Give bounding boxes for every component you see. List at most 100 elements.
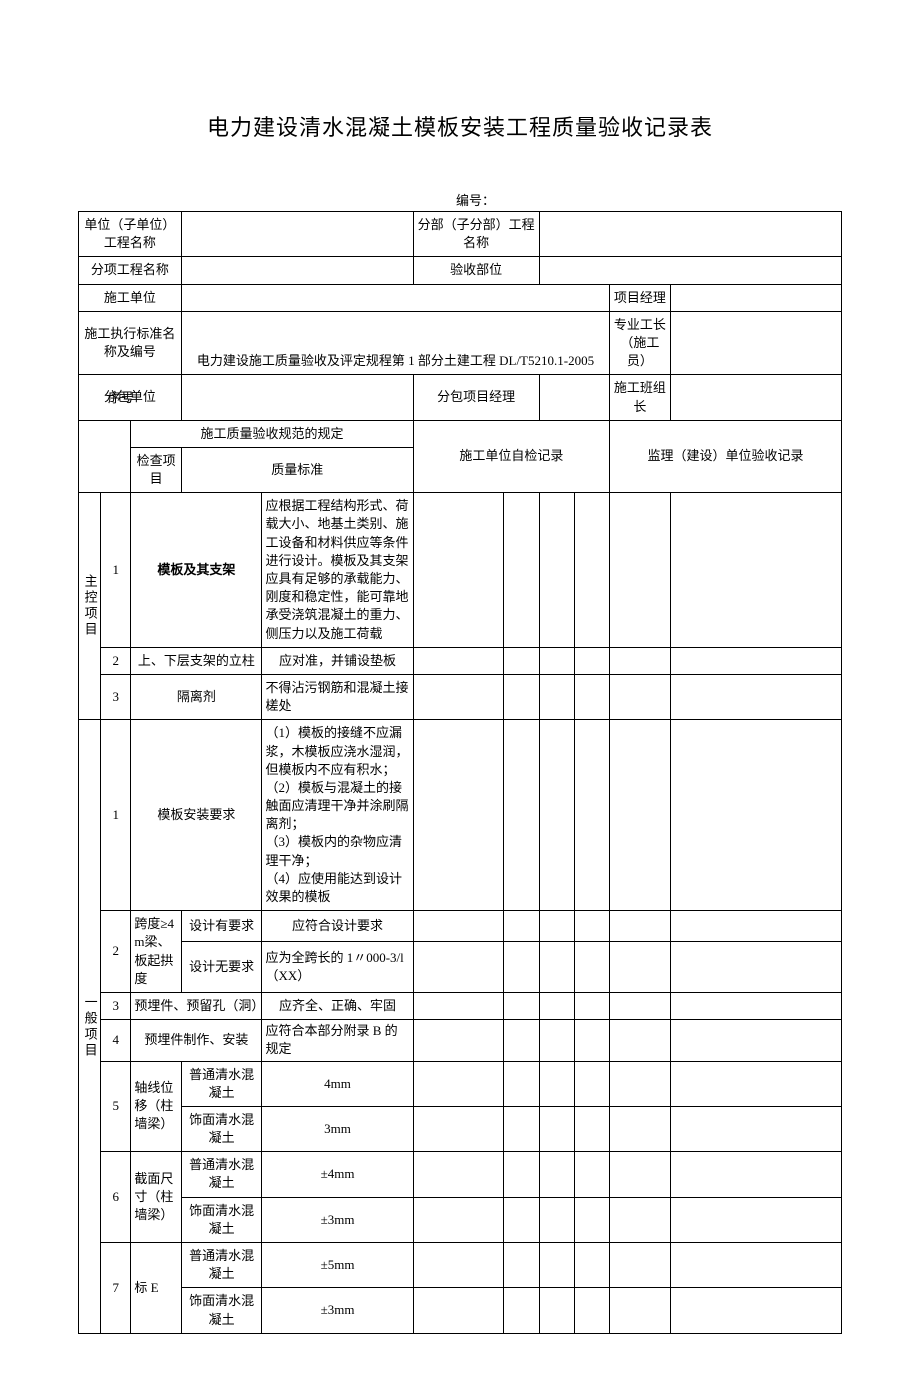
g6a-self-4[interactable]: [574, 1152, 609, 1197]
g6b-self-4[interactable]: [574, 1197, 609, 1242]
g5b-supervise[interactable]: [670, 1106, 841, 1151]
g2a-self-5[interactable]: [610, 911, 670, 942]
g7a-self-2[interactable]: [504, 1243, 539, 1288]
m3-supervise[interactable]: [670, 674, 841, 719]
g2b-self-4[interactable]: [574, 941, 609, 992]
g1-self-4[interactable]: [574, 720, 609, 911]
g2a-self-4[interactable]: [574, 911, 609, 942]
g5a-supervise[interactable]: [670, 1061, 841, 1106]
g2b-self-1[interactable]: [413, 941, 504, 992]
g4-self-2[interactable]: [504, 1020, 539, 1061]
g6b-self-5[interactable]: [610, 1197, 670, 1242]
g6a-self-3[interactable]: [539, 1152, 574, 1197]
g1-self-3[interactable]: [539, 720, 574, 911]
m3-self-5[interactable]: [610, 674, 670, 719]
g5b-self-5[interactable]: [610, 1106, 670, 1151]
g7a-self-1[interactable]: [413, 1243, 504, 1288]
m1-self-3[interactable]: [539, 493, 574, 648]
m1-self-5[interactable]: [610, 493, 670, 648]
subitem-name-value[interactable]: [181, 257, 413, 284]
g3-self-5[interactable]: [610, 992, 670, 1019]
page-title: 电力建设清水混凝土模板安装工程质量验收记录表: [78, 110, 842, 142]
g6a-self-2[interactable]: [504, 1152, 539, 1197]
m3-self-3[interactable]: [539, 674, 574, 719]
g1-supervise[interactable]: [670, 720, 841, 911]
g4-self-3[interactable]: [539, 1020, 574, 1061]
g4-self-5[interactable]: [610, 1020, 670, 1061]
g7b-self-1[interactable]: [413, 1288, 504, 1333]
g1-self-1[interactable]: [413, 720, 504, 911]
team-leader-value[interactable]: [670, 375, 841, 420]
g6a-self-5[interactable]: [610, 1152, 670, 1197]
g3-supervise[interactable]: [670, 992, 841, 1019]
g5b-self-3[interactable]: [539, 1106, 574, 1151]
g2b-self-3[interactable]: [539, 941, 574, 992]
g6b-self-1[interactable]: [413, 1197, 504, 1242]
g6b-self-3[interactable]: [539, 1197, 574, 1242]
m3-self-1[interactable]: [413, 674, 504, 719]
g3-self-3[interactable]: [539, 992, 574, 1019]
g7a-self-4[interactable]: [574, 1243, 609, 1288]
g2a-supervise[interactable]: [670, 911, 841, 942]
g4-supervise[interactable]: [670, 1020, 841, 1061]
subpart-name-value[interactable]: [539, 212, 841, 257]
g7b-supervise[interactable]: [670, 1288, 841, 1333]
g2b-self-2[interactable]: [504, 941, 539, 992]
g5b-self-1[interactable]: [413, 1106, 504, 1151]
g3-self-4[interactable]: [574, 992, 609, 1019]
m1-supervise[interactable]: [670, 493, 841, 648]
g3-self-1[interactable]: [413, 992, 504, 1019]
g4-self-1[interactable]: [413, 1020, 504, 1061]
standard-value: 电力建设施工质量验收及评定规程第 1 部分土建工程 DL/T5210.1-200…: [181, 311, 609, 375]
g7b-self-5[interactable]: [610, 1288, 670, 1333]
g7a-self-5[interactable]: [610, 1243, 670, 1288]
g5b-self-4[interactable]: [574, 1106, 609, 1151]
subcontract-unit-value[interactable]: [181, 375, 413, 420]
g5b-self-2[interactable]: [504, 1106, 539, 1151]
m2-supervise[interactable]: [670, 647, 841, 674]
g6b-self-2[interactable]: [504, 1197, 539, 1242]
m2-self-2[interactable]: [504, 647, 539, 674]
subcontract-mgr-value[interactable]: [539, 375, 610, 420]
construct-unit-value[interactable]: [181, 284, 609, 311]
g5a-self-2[interactable]: [504, 1061, 539, 1106]
m1-self-1[interactable]: [413, 493, 504, 648]
g5a-self-5[interactable]: [610, 1061, 670, 1106]
g7b-self-4[interactable]: [574, 1288, 609, 1333]
m1-std: 应根据工程结构形式、荷载大小、地基土类别、施工设备和材料供应等条件进行设计。模板…: [262, 493, 413, 648]
g7a-supervise[interactable]: [670, 1243, 841, 1288]
g5a-self-4[interactable]: [574, 1061, 609, 1106]
m3-self-2[interactable]: [504, 674, 539, 719]
g3-self-2[interactable]: [504, 992, 539, 1019]
proj-mgr-value[interactable]: [670, 284, 841, 311]
g6-std1: ±4mm: [262, 1152, 413, 1197]
g2b-self-5[interactable]: [610, 941, 670, 992]
m2-self-4[interactable]: [574, 647, 609, 674]
m1-self-2[interactable]: [504, 493, 539, 648]
m3-self-4[interactable]: [574, 674, 609, 719]
g7a-self-3[interactable]: [539, 1243, 574, 1288]
g5a-self-3[interactable]: [539, 1061, 574, 1106]
g6a-self-1[interactable]: [413, 1152, 504, 1197]
m2-self-1[interactable]: [413, 647, 504, 674]
m2-self-5[interactable]: [610, 647, 670, 674]
g4-self-4[interactable]: [574, 1020, 609, 1061]
g7b-self-2[interactable]: [504, 1288, 539, 1333]
g7b-self-3[interactable]: [539, 1288, 574, 1333]
accept-part-value[interactable]: [539, 257, 841, 284]
g1-self-2[interactable]: [504, 720, 539, 911]
g5a-self-1[interactable]: [413, 1061, 504, 1106]
g6b-supervise[interactable]: [670, 1197, 841, 1242]
m1-self-4[interactable]: [574, 493, 609, 648]
g1-self-5[interactable]: [610, 720, 670, 911]
unit-name-value[interactable]: [181, 212, 413, 257]
std-header: 质量标准: [181, 447, 413, 492]
m2-self-3[interactable]: [539, 647, 574, 674]
g2a-self-1[interactable]: [413, 911, 504, 942]
pro-foreman-value[interactable]: [670, 311, 841, 375]
g6a-supervise[interactable]: [670, 1152, 841, 1197]
g2a-self-2[interactable]: [504, 911, 539, 942]
g2b-supervise[interactable]: [670, 941, 841, 992]
spec-header: 施工质量验收规范的规定: [131, 420, 413, 447]
g2a-self-3[interactable]: [539, 911, 574, 942]
